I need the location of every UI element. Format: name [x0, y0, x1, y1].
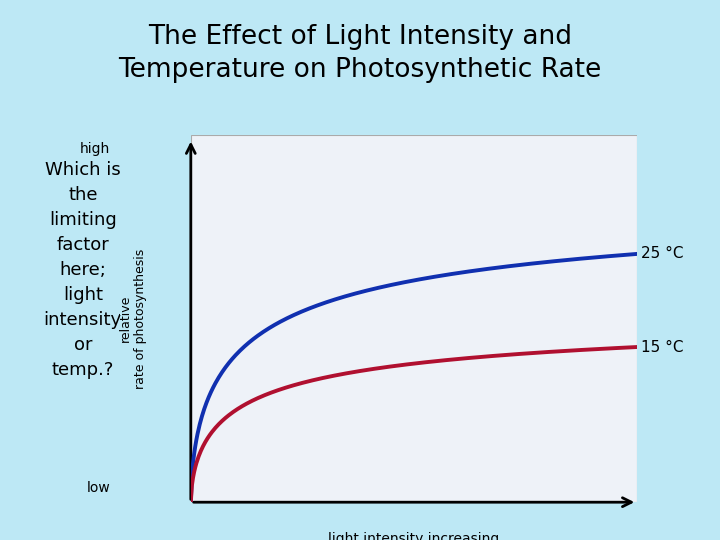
- Text: Which is
the
limiting
factor
here;
light
intensity
or
temp.?: Which is the limiting factor here; light…: [44, 161, 122, 379]
- Text: light intensity increasing: light intensity increasing: [328, 531, 500, 540]
- Text: 25 °C: 25 °C: [641, 246, 683, 261]
- Text: Temperature on Photosynthetic Rate: Temperature on Photosynthetic Rate: [118, 57, 602, 83]
- Bar: [191, 135, 637, 502]
- Text: high: high: [80, 143, 110, 157]
- Text: The Effect of Light Intensity and: The Effect of Light Intensity and: [148, 24, 572, 50]
- Text: low: low: [86, 481, 110, 495]
- Text: relative
rate of photosynthesis: relative rate of photosynthesis: [119, 248, 147, 389]
- Text: 15 °C: 15 °C: [641, 340, 683, 355]
